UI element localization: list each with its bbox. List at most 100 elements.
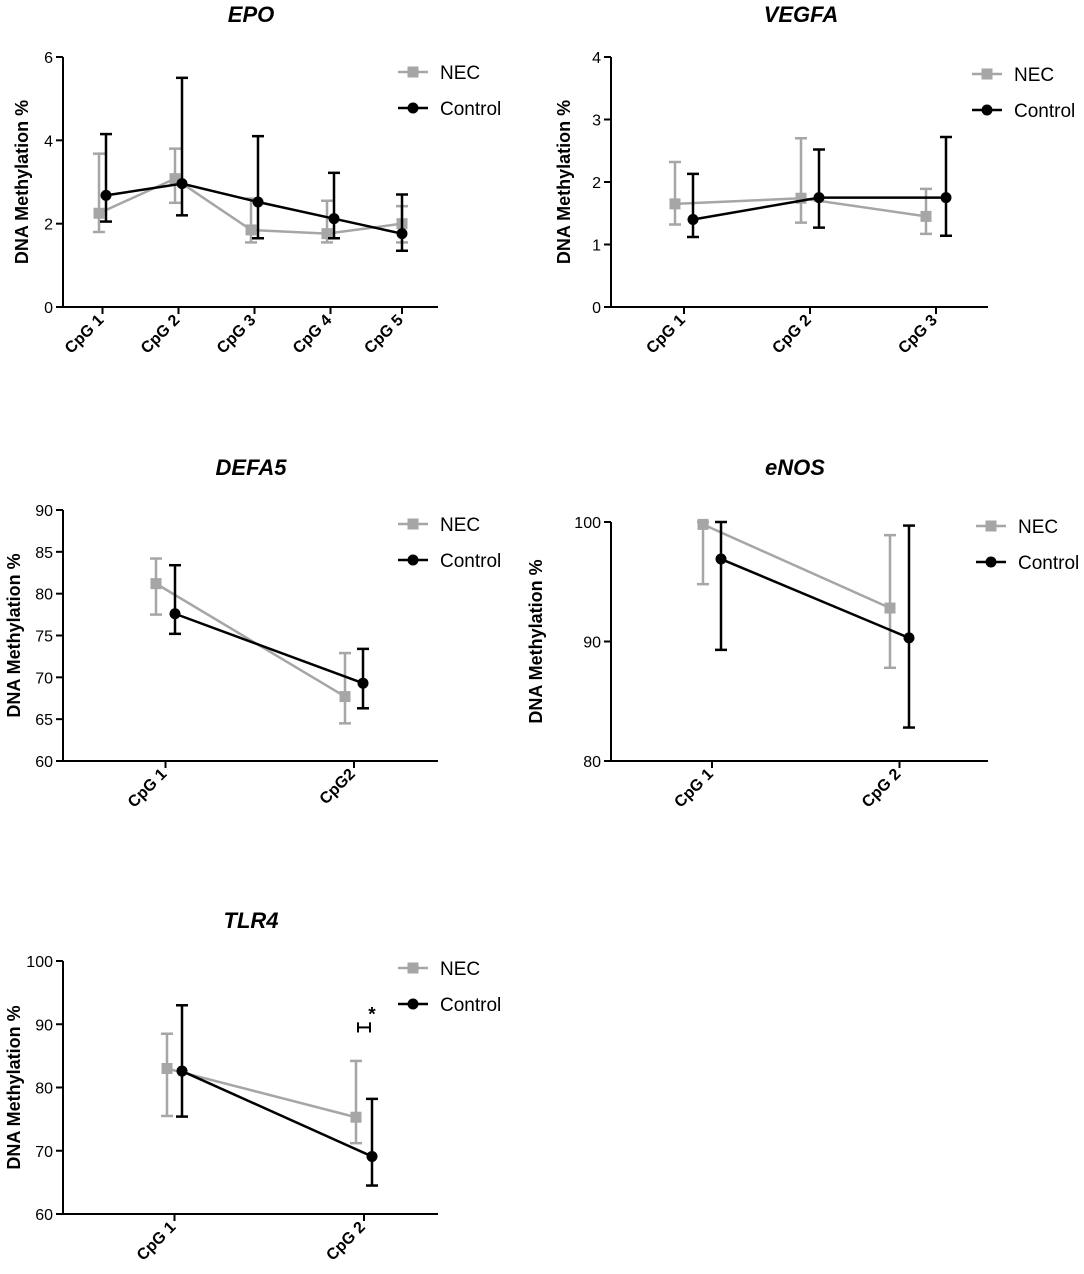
data-point	[176, 178, 188, 190]
legend-swatch-marker	[985, 556, 997, 568]
data-point	[813, 192, 825, 204]
legend-swatch-marker	[407, 518, 419, 530]
legend-item-control: Control	[976, 553, 1079, 574]
legend-swatch-marker	[981, 104, 993, 116]
x-tick-label: CpG 3	[214, 312, 259, 357]
legend-label: NEC	[1018, 517, 1058, 538]
legend-item-nec: NEC	[398, 515, 480, 536]
chart-panel-defa5: DEFA5 DNA Methylation % 60 65 70 75 80 85 90 CpG …	[4, 455, 501, 811]
series-nec	[697, 518, 896, 670]
x-tick-label: CpG 4	[290, 312, 335, 357]
x-tick-label: CpG 2	[138, 312, 183, 357]
data-point	[150, 578, 162, 590]
x-tick-label: CpG 1	[125, 766, 170, 811]
y-tick-label: 60	[35, 754, 53, 771]
data-point	[339, 691, 351, 703]
x-tick-label: CpG 1	[62, 312, 107, 357]
series-control	[687, 135, 952, 239]
data-point	[697, 518, 709, 530]
y-tick-label: 4	[44, 133, 53, 150]
data-point	[169, 608, 181, 620]
y-axis-label: DNA Methylation %	[4, 1005, 24, 1169]
legend-label: Control	[440, 551, 501, 572]
legend-item-control: Control	[398, 995, 501, 1016]
data-point	[795, 192, 807, 204]
data-point	[366, 1150, 378, 1162]
x-tick-label: CpG 1	[643, 312, 688, 357]
chart-panel-vegfa: VEGFA DNA Methylation % 0 1 2 3 4 CpG 1 CpG 2 CpG…	[554, 2, 1075, 357]
x-tick-label: CpG 2	[859, 766, 904, 811]
data-point	[252, 196, 264, 208]
data-point	[903, 632, 915, 644]
y-tick-label: 80	[583, 754, 601, 771]
data-point	[161, 1063, 173, 1075]
legend-item-control: Control	[398, 99, 501, 120]
legend-swatch-marker	[981, 68, 993, 80]
y-axis-label: DNA Methylation %	[4, 553, 24, 717]
legend: NEC Control	[976, 517, 1079, 574]
series-line	[174, 612, 364, 685]
series-line	[166, 1067, 357, 1119]
series-control	[176, 1004, 378, 1187]
y-tick-label: 2	[44, 217, 53, 234]
legend-label: NEC	[440, 63, 480, 84]
significance-annotation: *	[357, 1004, 376, 1033]
data-point	[93, 207, 105, 219]
legend-label: Control	[1014, 101, 1075, 122]
legend-swatch-marker	[407, 102, 419, 114]
legend-swatch-marker	[407, 554, 419, 566]
data-point	[687, 214, 699, 225]
data-point	[669, 198, 681, 210]
legend-item-nec: NEC	[398, 959, 480, 980]
series-line	[181, 1069, 373, 1158]
data-point	[176, 1065, 188, 1077]
x-tick-label: CpG 5	[361, 312, 406, 357]
series-nec	[161, 1032, 362, 1145]
y-tick-label: 70	[35, 1144, 53, 1161]
y-tick-label: 60	[35, 1207, 53, 1224]
data-point	[884, 602, 896, 614]
data-point	[245, 224, 257, 236]
data-point	[940, 192, 952, 204]
y-tick-label: 90	[583, 635, 601, 652]
y-tick-label: 6	[44, 50, 53, 67]
legend-item-control: Control	[398, 551, 501, 572]
y-tick-label: 75	[35, 629, 53, 646]
chart-title: eNOS	[765, 455, 825, 480]
chart-title: DEFA5	[216, 455, 288, 480]
legend-swatch-marker	[985, 520, 997, 532]
legend-item-nec: NEC	[976, 517, 1058, 538]
data-point	[920, 210, 932, 222]
data-point	[715, 553, 727, 565]
legend-label: NEC	[440, 515, 480, 536]
legend-label: Control	[1018, 553, 1079, 574]
series-control	[100, 76, 408, 252]
chart-panel-epo: EPO DNA Methylation % 0 2 4 6 CpG 1 CpG 2 CpG 3 C…	[12, 2, 501, 357]
legend-label: NEC	[1014, 65, 1054, 86]
legend-label: NEC	[440, 959, 480, 980]
data-point	[350, 1111, 362, 1123]
x-tick-label: CpG 2	[323, 1219, 368, 1264]
series-line	[720, 557, 910, 640]
data-point	[321, 228, 333, 240]
x-tick-label: CpG 1	[671, 766, 716, 811]
legend-label: Control	[440, 99, 501, 120]
y-axis-label: DNA Methylation %	[554, 100, 574, 264]
series-nec	[669, 137, 932, 236]
legend-swatch-marker	[407, 66, 419, 78]
chart-panel-enos: eNOS DNA Methylation % 80 90 100 CpG 1 CpG 2 NE…	[526, 455, 1079, 811]
y-axis-label: DNA Methylation %	[12, 100, 32, 264]
legend-item-control: Control	[972, 101, 1075, 122]
legend-item-nec: NEC	[972, 65, 1054, 86]
series-line	[155, 582, 346, 698]
data-point	[357, 677, 369, 689]
x-tick-label: CpG 2	[769, 312, 814, 357]
data-point	[100, 189, 112, 201]
data-point	[328, 213, 340, 225]
legend-swatch-marker	[407, 962, 419, 974]
y-tick-label: 80	[35, 587, 53, 604]
chart-title: VEGFA	[764, 2, 839, 27]
y-tick-label: 2	[592, 175, 601, 192]
y-tick-label: 100	[574, 515, 601, 532]
x-tick-label: CpG2	[317, 766, 359, 808]
